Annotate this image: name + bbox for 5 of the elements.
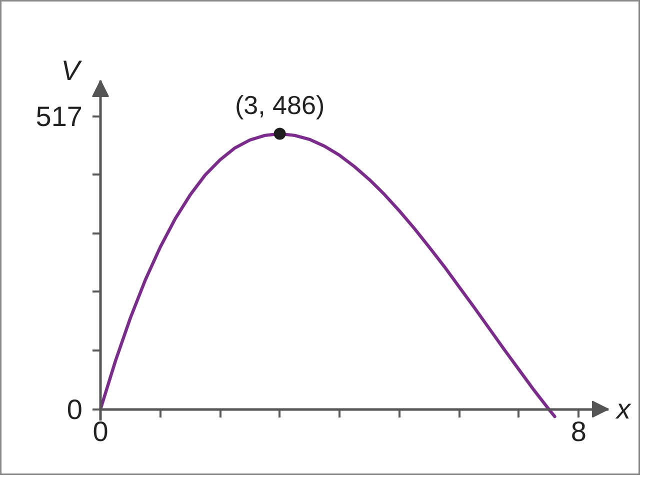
y-tick-label: 517 [36,101,82,132]
x-axis-title: x [614,394,632,425]
annotation: (3, 486) [234,90,325,120]
x-tick-label: 8 [570,416,586,448]
y-axis-title: V [61,55,82,86]
